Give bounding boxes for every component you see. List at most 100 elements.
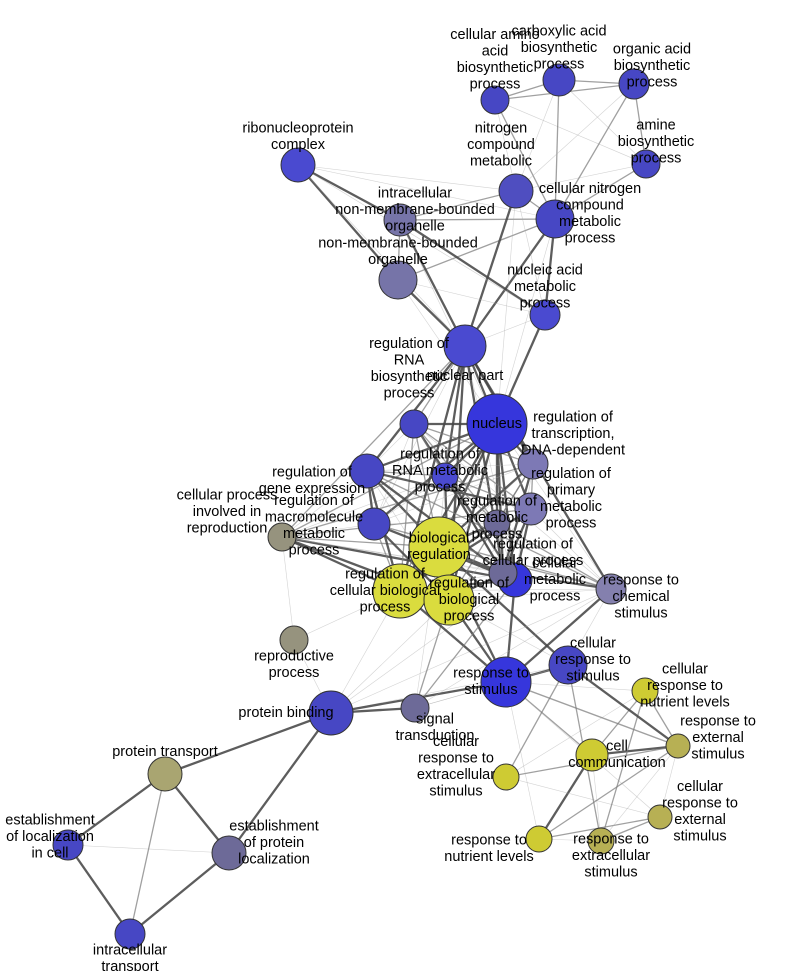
svg-text:nucleus: nucleus (472, 416, 522, 432)
svg-text:cellular: cellular (433, 734, 479, 750)
svg-text:cellular nitrogen: cellular nitrogen (539, 181, 641, 197)
svg-text:regulation of: regulation of (531, 466, 612, 482)
svg-text:organelle: organelle (385, 218, 445, 234)
svg-text:cellular: cellular (570, 635, 616, 651)
svg-text:protein binding: protein binding (238, 705, 333, 721)
svg-text:stimulus: stimulus (691, 746, 744, 762)
svg-text:response to: response to (662, 796, 738, 812)
svg-text:metabolic: metabolic (283, 526, 345, 542)
svg-text:biosynthetic: biosynthetic (614, 58, 691, 74)
svg-text:regulation of: regulation of (493, 537, 574, 553)
svg-text:response to: response to (573, 831, 649, 847)
svg-text:response to: response to (555, 652, 631, 668)
svg-text:cellular: cellular (677, 779, 723, 795)
svg-text:metabolic: metabolic (470, 153, 532, 169)
svg-text:biological: biological (439, 592, 499, 608)
svg-text:extracellular: extracellular (572, 848, 650, 864)
svg-text:reproductive: reproductive (254, 649, 334, 665)
svg-text:intracellular: intracellular (378, 185, 452, 201)
svg-text:process: process (360, 599, 411, 615)
svg-text:cellular process: cellular process (177, 487, 278, 503)
svg-text:establishment: establishment (229, 818, 318, 834)
svg-text:RNA metabolic: RNA metabolic (392, 463, 488, 479)
svg-text:external: external (692, 730, 744, 746)
svg-text:stimulus: stimulus (429, 784, 482, 800)
svg-text:ribonucleoprotein: ribonucleoprotein (242, 121, 353, 137)
svg-text:response to: response to (451, 833, 527, 849)
svg-text:process: process (384, 386, 435, 402)
svg-text:protein transport: protein transport (112, 744, 218, 760)
svg-text:stimulus: stimulus (566, 668, 619, 684)
svg-text:process: process (520, 295, 571, 311)
svg-text:chemical: chemical (612, 589, 669, 605)
svg-text:stimulus: stimulus (614, 605, 667, 621)
svg-text:response to: response to (418, 751, 494, 767)
svg-text:biosynthetic: biosynthetic (371, 369, 448, 385)
svg-text:response to: response to (453, 666, 529, 682)
svg-text:nitrogen: nitrogen (475, 120, 527, 136)
svg-text:regulation of: regulation of (400, 446, 481, 462)
svg-text:response to: response to (603, 572, 679, 588)
svg-text:nutrient levels: nutrient levels (444, 849, 533, 865)
svg-text:RNA: RNA (394, 353, 425, 369)
svg-text:amine: amine (636, 117, 676, 133)
svg-text:primary: primary (547, 483, 596, 499)
svg-text:communication: communication (568, 755, 666, 771)
svg-text:process: process (269, 665, 320, 681)
svg-text:process: process (627, 74, 678, 90)
svg-text:cell: cell (606, 739, 628, 755)
svg-text:of localization: of localization (6, 829, 94, 845)
svg-text:metabolic: metabolic (540, 499, 602, 515)
svg-text:metabolic: metabolic (514, 279, 576, 295)
svg-text:regulation of: regulation of (274, 493, 355, 509)
svg-text:regulation of: regulation of (272, 465, 353, 481)
svg-text:regulation of: regulation of (345, 566, 426, 582)
svg-text:biosynthetic: biosynthetic (457, 60, 534, 76)
svg-text:cellular: cellular (662, 661, 708, 677)
svg-text:signal: signal (416, 712, 454, 728)
svg-text:process: process (546, 516, 597, 532)
svg-text:process: process (565, 231, 616, 247)
svg-text:macromolecule: macromolecule (265, 510, 363, 526)
svg-text:establishment: establishment (5, 812, 94, 828)
svg-text:intracellular: intracellular (93, 943, 167, 959)
svg-text:in cell: in cell (31, 845, 68, 861)
svg-text:compound: compound (467, 137, 535, 153)
svg-text:response to: response to (647, 678, 723, 694)
svg-text:metabolic: metabolic (466, 510, 528, 526)
svg-text:regulation of: regulation of (429, 575, 510, 591)
svg-text:regulation of: regulation of (369, 336, 450, 352)
svg-text:non-membrane-bounded: non-membrane-bounded (335, 202, 495, 218)
svg-text:stimulus: stimulus (584, 864, 637, 880)
svg-text:complex: complex (271, 137, 326, 153)
svg-text:response to: response to (680, 713, 756, 729)
svg-text:compound: compound (556, 198, 624, 214)
svg-text:transcription,: transcription, (531, 426, 614, 442)
svg-text:transport: transport (101, 959, 158, 971)
svg-text:cellular process: cellular process (483, 553, 584, 569)
svg-text:process: process (631, 150, 682, 166)
svg-text:organic acid: organic acid (613, 41, 691, 57)
svg-text:metabolic: metabolic (559, 214, 621, 230)
svg-text:metabolic: metabolic (524, 572, 586, 588)
svg-text:localization: localization (238, 851, 310, 867)
svg-text:DNA-dependent: DNA-dependent (521, 442, 625, 458)
svg-text:process: process (530, 588, 581, 604)
svg-text:process: process (534, 56, 585, 72)
svg-text:non-membrane-bounded: non-membrane-bounded (318, 236, 478, 252)
svg-text:stimulus: stimulus (464, 682, 517, 698)
svg-text:biological: biological (409, 531, 469, 547)
svg-text:of protein: of protein (244, 835, 304, 851)
svg-text:biosynthetic: biosynthetic (618, 134, 695, 150)
svg-text:cellular amino: cellular amino (450, 27, 539, 43)
svg-text:extracellular: extracellular (417, 767, 495, 783)
svg-text:process: process (289, 543, 340, 559)
svg-text:nucleic acid: nucleic acid (507, 262, 583, 278)
svg-text:organelle: organelle (368, 252, 428, 268)
svg-text:involved in: involved in (193, 504, 262, 520)
svg-text:nutrient levels: nutrient levels (640, 694, 729, 710)
svg-text:process: process (470, 77, 521, 93)
svg-text:process: process (444, 608, 495, 624)
svg-text:acid: acid (482, 44, 509, 60)
svg-text:stimulus: stimulus (673, 829, 726, 845)
